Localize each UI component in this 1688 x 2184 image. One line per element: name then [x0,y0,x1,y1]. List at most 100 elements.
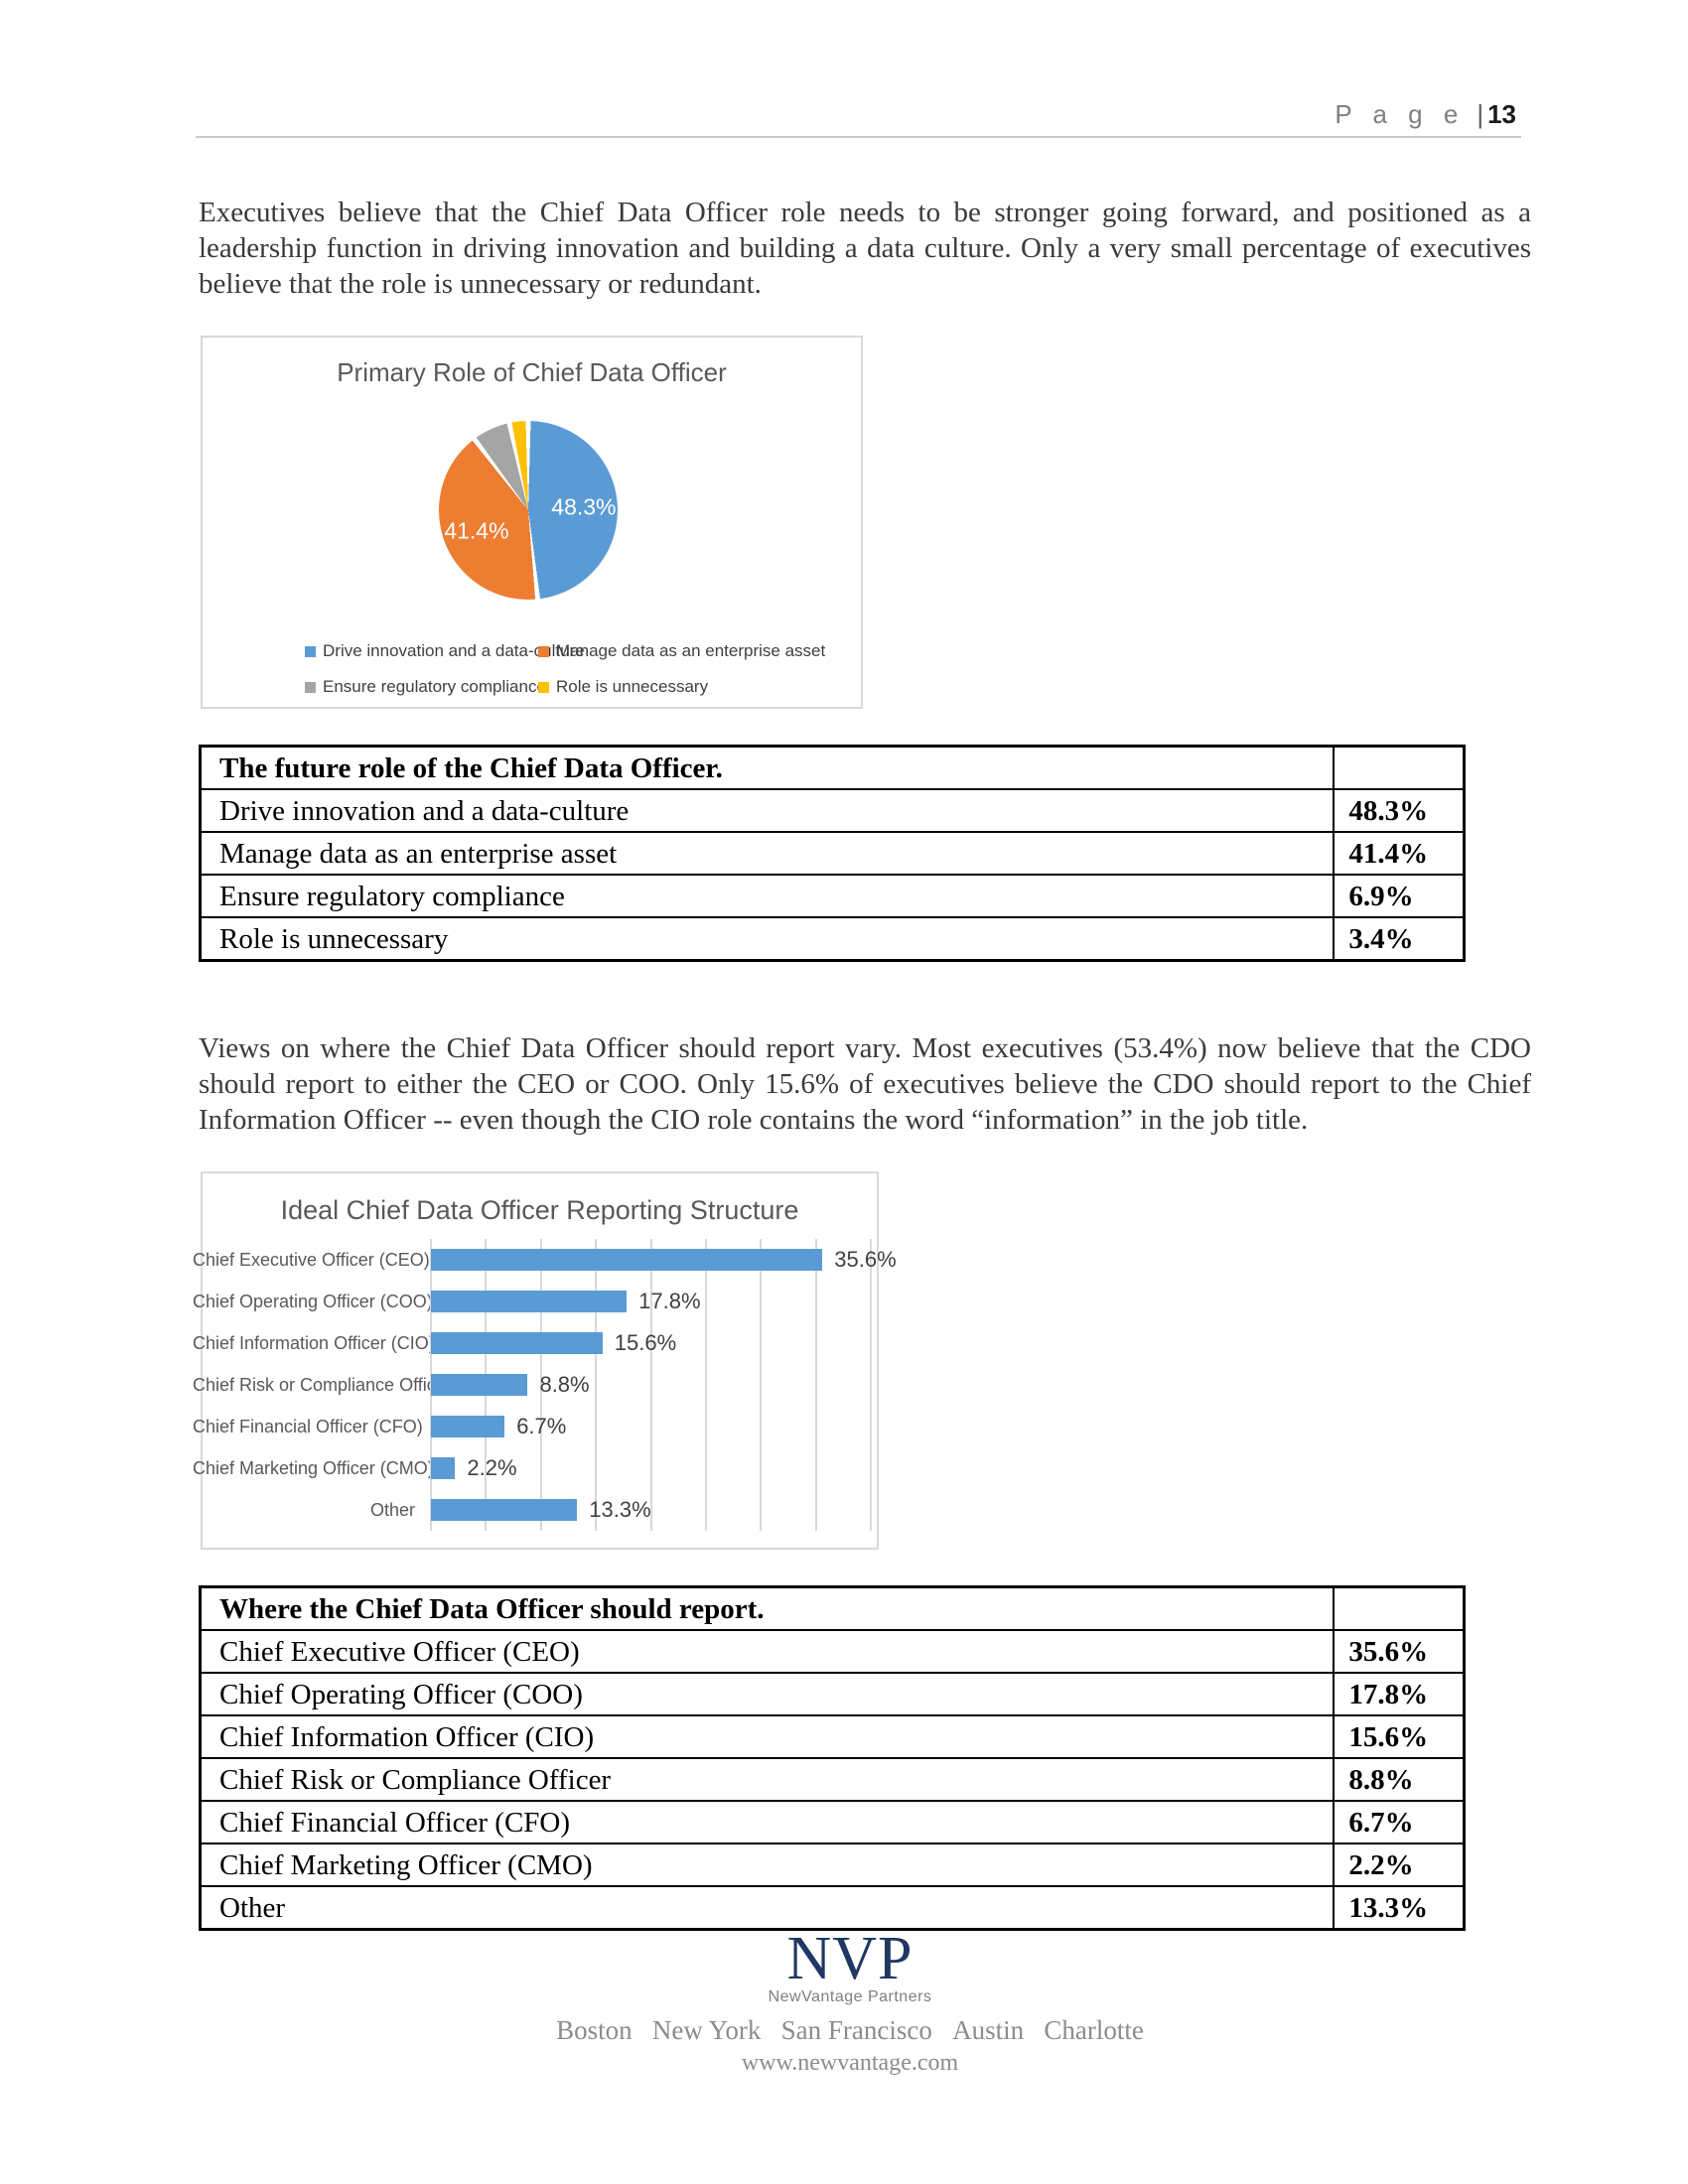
legend-swatch-icon [305,681,316,693]
legend-swatch-icon [538,645,549,657]
paragraph-1: Executives believe that the Chief Data O… [199,197,1531,300]
pie-chart-panel: Primary Role of Chief Data Officer 48.3%… [201,336,863,709]
legend-label: Drive innovation and a data-culture [323,641,585,660]
table-row: Chief Executive Officer (CEO) 35.6% [199,1629,1466,1674]
table-row: Other 13.3% [199,1885,1466,1931]
table-row: Chief Information Officer (CIO) 15.6% [199,1714,1466,1759]
bar-category-label: Chief Operating Officer (COO) [193,1292,433,1311]
page-separator: | [1477,99,1484,129]
bar [431,1291,628,1312]
bar-chart-panel: Ideal Chief Data Officer Reporting Struc… [193,1171,897,1550]
legend-item: Drive innovation and a data-culture [305,641,585,661]
legend-item: Role is unnecessary [538,677,708,697]
pie-graphic [439,421,618,600]
bar-category-label: Chief Risk or Compliance Officer [193,1375,452,1395]
bar-chart-title: Ideal Chief Data Officer Reporting Struc… [280,1195,799,1225]
table-value-cell: 6.7% [1333,1800,1466,1844]
legend-label: Role is unnecessary [556,677,709,696]
table-value-cell: 6.9% [1333,874,1466,918]
table-value-cell: 3.4% [1333,916,1466,962]
bar-plot-area: 35.6% 17.8% 15.6% 8.8% 6.7% 2.2% 13.3% [430,1239,897,1531]
page-number-header: P a g e | 13 [1335,99,1516,130]
gridline [649,1239,652,1531]
pie-chart-title: Primary Role of Chief Data Officer [337,357,727,387]
table-label-cell: Chief Marketing Officer (CMO) [199,1843,1336,1887]
bar [431,1416,505,1437]
bar-value-label: 6.7% [516,1414,567,1438]
table-value-cell [1333,1585,1466,1631]
bar-category-label: Chief Financial Officer (CFO) [193,1417,423,1436]
table-label-cell: Chief Risk or Compliance Officer [199,1757,1336,1802]
gridline [539,1239,542,1531]
table-header-row: Where the Chief Data Officer should repo… [199,1585,1466,1631]
table-header-row: The future role of the Chief Data Office… [199,745,1466,790]
report-to-table: Where the Chief Data Officer should repo… [199,1585,1466,1931]
gridline [595,1239,598,1531]
gridline [870,1239,872,1531]
bar [431,1249,823,1271]
pie-slice-label: 48.3% [551,493,617,520]
table-row: Manage data as an enterprise asset 41.4% [199,831,1466,876]
table-value-cell [1333,745,1466,790]
table-label-cell: Chief Information Officer (CIO) [199,1714,1336,1759]
table-row: Chief Financial Officer (CFO) 6.7% [199,1800,1466,1844]
legend-label: Manage data as an enterprise asset [556,641,826,660]
footer: NVP NewVantage Partners Boston New York … [199,1925,1501,2077]
bar-value-label: 17.8% [638,1289,701,1313]
footer-cities: Boston New York San Francisco Austin Cha… [556,2015,1144,2045]
bar-category-label: Chief Executive Officer (CEO) [193,1250,430,1270]
bar-value-label: 2.2% [467,1455,517,1480]
legend-item: Ensure regulatory compliance [305,677,546,697]
bar-value-label: 13.3% [589,1497,651,1522]
table-header-cell: Where the Chief Data Officer should repo… [199,1585,1336,1631]
nvp-logo-subtext: NewVantage Partners [768,1988,932,2005]
table-value-cell: 13.3% [1333,1885,1466,1931]
bar-value-label: 15.6% [614,1330,677,1355]
table-row: Drive innovation and a data-culture 48.3% [199,788,1466,833]
table-value-cell: 2.2% [1333,1843,1466,1887]
table-value-cell: 48.3% [1333,788,1466,833]
bar-category-label: Other [369,1500,415,1520]
gridline [760,1239,763,1531]
table-value-cell: 41.4% [1333,831,1466,876]
legend-swatch-icon [538,681,549,693]
bar-category-axis: Chief Executive Officer (CEO) Chief Opera… [193,1239,452,1531]
table-value-cell: 35.6% [1333,1629,1466,1674]
table-row: Chief Risk or Compliance Officer 8.8% [199,1757,1466,1802]
table-value-cell: 15.6% [1333,1714,1466,1759]
header-rule [196,136,1521,138]
table-label-cell: Role is unnecessary [199,916,1336,962]
gridline [814,1239,817,1531]
bar [431,1374,528,1396]
table-label-cell: Drive innovation and a data-culture [199,788,1336,833]
footer-website: www.newvantage.com [741,2050,959,2076]
legend-item: Manage data as an enterprise asset [538,641,825,661]
table-row: Ensure regulatory compliance 6.9% [199,874,1466,918]
table-value-cell: 17.8% [1333,1672,1466,1716]
bar [431,1499,578,1521]
pie-slice-label: 41.4% [444,517,509,544]
table-label-cell: Chief Operating Officer (COO) [199,1672,1336,1716]
bar-value-label: 8.8% [539,1372,590,1397]
table-row: Chief Marketing Officer (CMO) 2.2% [199,1843,1466,1887]
table-label-cell: Manage data as an enterprise asset [199,831,1336,876]
table-label-cell: Ensure regulatory compliance [199,874,1336,918]
table-label-cell: Chief Financial Officer (CFO) [199,1800,1336,1844]
future-role-table: The future role of the Chief Data Office… [199,745,1466,962]
table-row: Chief Operating Officer (COO) 17.8% [199,1672,1466,1716]
gridline [704,1239,707,1531]
paragraph-2: Views on where the Chief Data Officer sh… [199,1032,1531,1136]
bar [431,1457,456,1479]
page-number: 13 [1487,99,1516,129]
bar-value-label: 35.6% [834,1247,897,1272]
bar-category-label: Chief Marketing Officer (CMO) [193,1458,434,1478]
page-label: P a g e [1335,99,1466,129]
table-value-cell: 8.8% [1333,1757,1466,1802]
table-label-cell: Chief Executive Officer (CEO) [199,1629,1336,1674]
legend-swatch-icon [305,645,316,657]
table-header-cell: The future role of the Chief Data Office… [199,745,1336,790]
bar-category-label: Chief Information Officer (CIO) [193,1333,435,1353]
bar [431,1332,603,1354]
table-label-cell: Other [199,1885,1336,1931]
nvp-logo: NVP [786,1925,914,1992]
